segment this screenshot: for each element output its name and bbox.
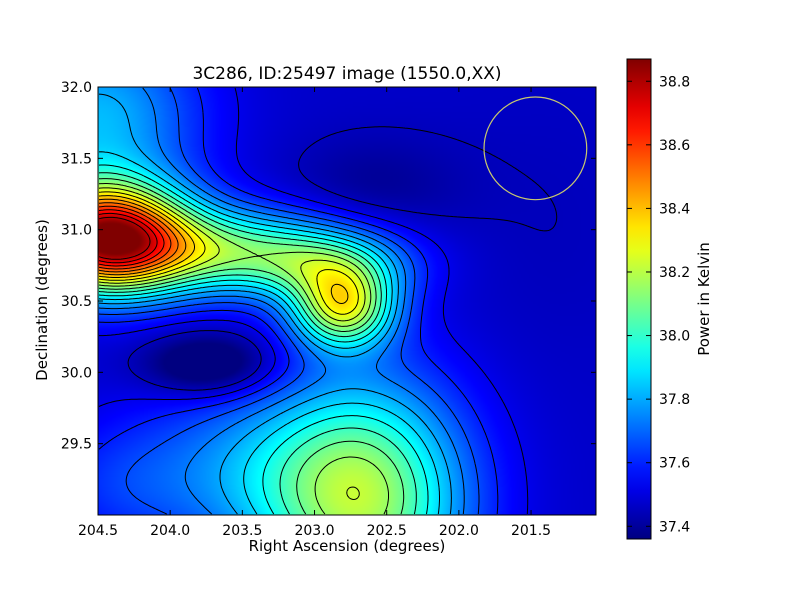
heatmap-plot-area xyxy=(97,86,597,516)
contour-line-9 xyxy=(98,178,405,515)
x-tick-label: 201.5 xyxy=(511,523,551,539)
y-tick-label: 31.0 xyxy=(61,223,92,239)
y-tick-label: 32.0 xyxy=(61,80,92,96)
contour-lines xyxy=(98,87,558,515)
contour-line-17 xyxy=(98,209,165,267)
y-axis: 29.5 30.0 30.5 31.0 31.5 32.0 xyxy=(61,80,596,453)
y-tick-label: 30.5 xyxy=(61,294,92,310)
colorbar-tick-label: 38.0 xyxy=(659,329,690,345)
colorbar: 37.4 37.6 37.8 38.0 38.2 38.4 38.6 38.8 Power i… xyxy=(626,58,713,540)
contour-line-8 xyxy=(98,172,417,515)
x-axis-label: Right Ascension (degrees) xyxy=(249,537,446,555)
contour-line-4 xyxy=(98,87,465,515)
chart-title: 3C286, ID:25497 image (1550.0,XX) xyxy=(192,64,501,84)
contour-line-0 xyxy=(127,126,558,391)
colorbar-tick-label: 38.4 xyxy=(659,201,690,217)
x-tick-label: 203.5 xyxy=(222,523,262,539)
beam-circle xyxy=(483,96,588,201)
contour-line-1 xyxy=(98,87,529,515)
contour-line-6 xyxy=(98,151,440,515)
colorbar-ticks: 37.4 37.6 37.8 38.0 38.2 38.4 38.6 38.8 xyxy=(627,74,690,535)
y-tick-label: 29.5 xyxy=(61,437,92,453)
colorbar-tick-label: 37.4 xyxy=(659,519,690,535)
y-tick-label: 31.5 xyxy=(61,151,92,167)
colorbar-tick-label: 37.8 xyxy=(659,392,690,408)
contour-line-7 xyxy=(98,164,429,515)
contour-line-11 xyxy=(98,187,366,500)
y-tick-label: 30.0 xyxy=(61,365,92,381)
contour-line-16 xyxy=(98,205,172,270)
x-axis: 204.5 204.0 203.5 203.0 202.5 202.0 201.5 xyxy=(78,87,551,539)
contour-line-5 xyxy=(98,93,452,515)
colorbar-tick-label: 37.6 xyxy=(659,456,690,472)
colorbar-gradient xyxy=(626,58,652,540)
contour-line-18 xyxy=(98,212,158,264)
contour-line-14 xyxy=(98,198,187,276)
contour-line-10 xyxy=(98,183,389,515)
contour-line-2 xyxy=(98,87,499,515)
contour-line-19 xyxy=(98,216,151,260)
colorbar-tick-label: 38.8 xyxy=(659,74,690,90)
x-tick-label: 202.0 xyxy=(439,523,479,539)
x-tick-label: 202.5 xyxy=(367,523,407,539)
contour-line-12 xyxy=(98,191,359,315)
colorbar-tick-label: 38.6 xyxy=(659,138,690,154)
colorbar-tick-label: 38.2 xyxy=(659,265,690,281)
x-tick-label: 204.5 xyxy=(78,523,118,539)
contour-line-15 xyxy=(98,202,179,273)
x-tick-label: 204.0 xyxy=(150,523,190,539)
x-tick-label: 203.0 xyxy=(294,523,334,539)
y-axis-label: Declination (degrees) xyxy=(33,219,51,381)
colorbar-label: Power in Kelvin xyxy=(695,242,713,356)
contour-line-13 xyxy=(98,195,349,304)
